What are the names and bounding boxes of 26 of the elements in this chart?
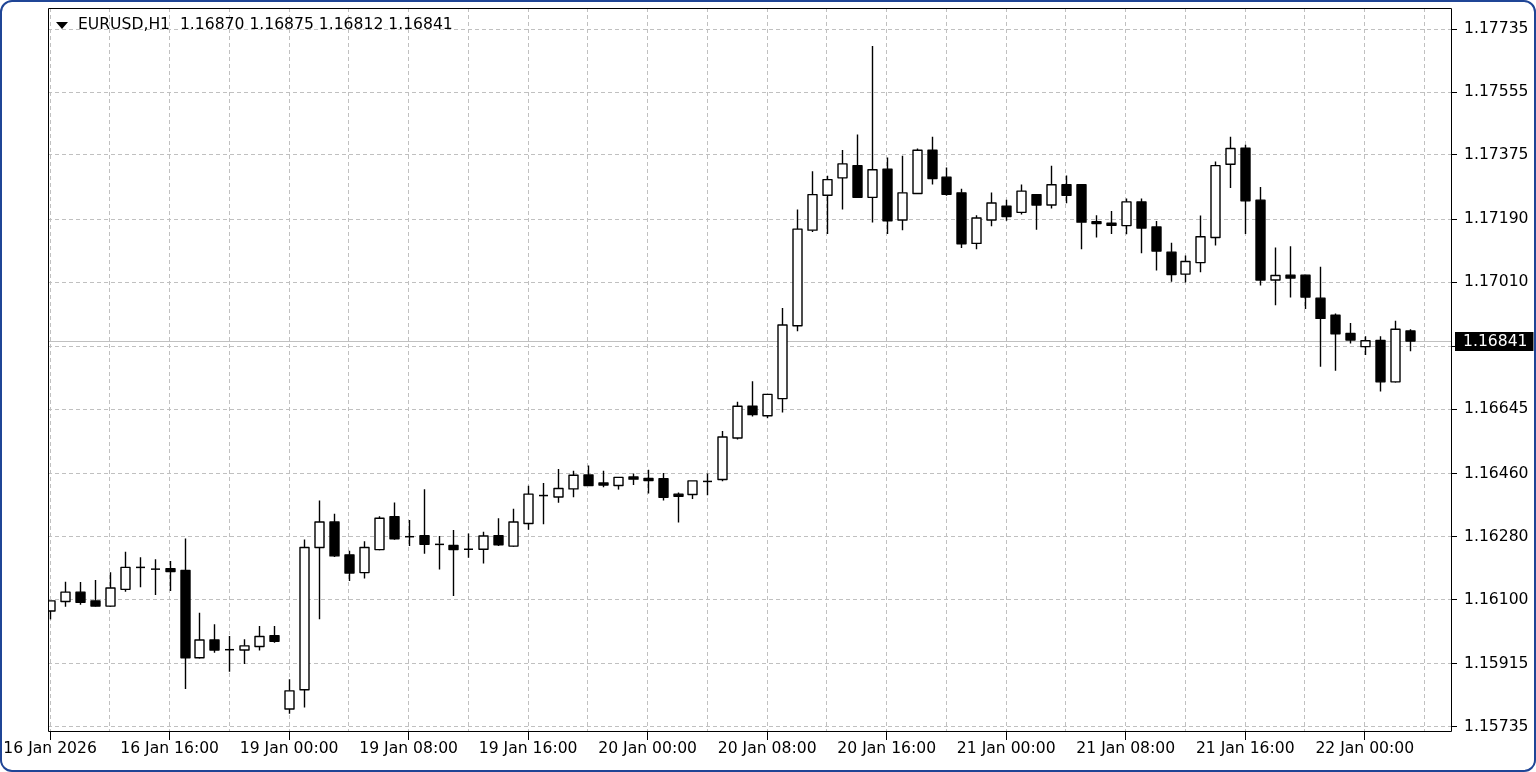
x-tick-label: 20 Jan 00:00: [598, 739, 698, 758]
x-tick-label: 21 Jan 08:00: [1076, 739, 1176, 758]
x-tick-label: 21 Jan 16:00: [1195, 739, 1295, 758]
ref-line-label: 1.16841: [1463, 331, 1528, 350]
y-tick-label: 1.16645: [1464, 399, 1529, 418]
y-tick-label: 1.17375: [1464, 144, 1529, 163]
x-tick-label: 16 Jan 16:00: [120, 739, 219, 758]
x-tick-label: 20 Jan 16:00: [837, 739, 937, 758]
candlestick: [151, 558, 160, 596]
y-tick-label: 1.16460: [1464, 463, 1529, 482]
x-tick-label: 21 Jan 00:00: [956, 739, 1056, 758]
text: EURUSD,H1 1.16870 1.16875 1.16812 1.16841: [78, 15, 453, 33]
x-tick-label: 20 Jan 08:00: [717, 739, 817, 758]
x-tick-label: 22 Jan 00:00: [1315, 739, 1415, 758]
y-tick-label: 1.15915: [1464, 654, 1529, 673]
y-tick-label: 1.15735: [1464, 716, 1529, 735]
x-tick-label: 16 Jan 2026: [3, 739, 97, 758]
x-tick-label: 19 Jan 08:00: [359, 739, 458, 758]
x-tick-label: 19 Jan 00:00: [239, 739, 339, 758]
y-tick-label: 1.16100: [1464, 589, 1529, 608]
x-tick-label: 19 Jan 16:00: [478, 739, 578, 758]
y-tick-label: 1.17190: [1464, 209, 1529, 228]
y-tick-label: 1.17555: [1464, 82, 1529, 101]
y-tick-label: 1.17735: [1464, 19, 1529, 38]
y-tick-label: 1.17010: [1464, 272, 1529, 291]
y-tick-label: 1.16280: [1464, 526, 1529, 545]
